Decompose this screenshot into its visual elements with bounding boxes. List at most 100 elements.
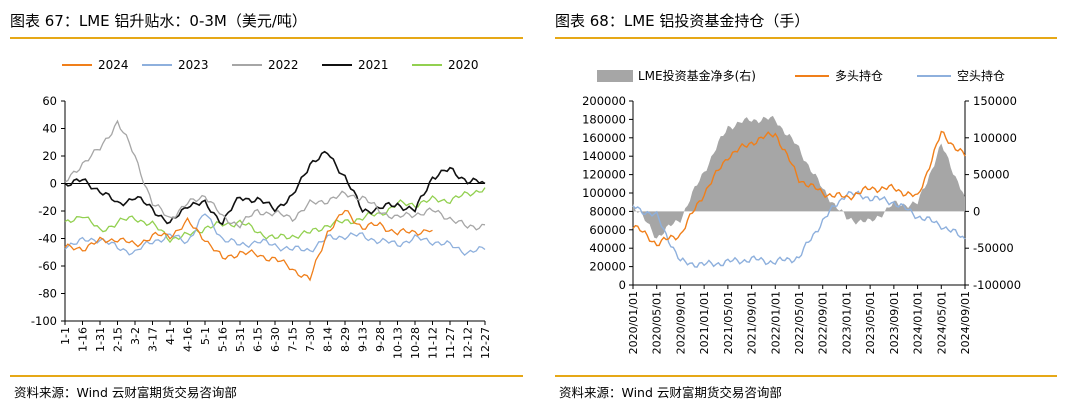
legend-label-2023: 2023 [178,58,209,72]
x-tick-label: 1-1 [59,327,72,345]
legend-label-2021: 2021 [358,58,389,72]
x-tick-label: 7-30 [304,327,317,352]
y-tick-label: -20 [38,204,57,218]
left-y-tick-label: 140000 [582,149,626,163]
left-series-group [64,119,486,282]
series-line-short [632,190,966,268]
x-tick-label: 11-27 [444,327,457,359]
series-line-2021 [64,150,486,226]
legend-label-short: 空头持仓 [957,68,1005,83]
x-tick-label: 5-1 [199,327,212,345]
left-chart-title: 图表 67：LME 铝升贴水：0-3M（美元/吨） [10,12,307,30]
x-tick-label: 2020/01/01 [627,291,640,354]
right-y-tick-label: 0 [973,204,980,218]
y-tick-label: 20 [42,149,57,163]
aluminum-spread-chart: 2024 2023 2022 2021 2020 60 40 20 0 -20 -40 -60 -80… [31,58,492,359]
x-tick-label: 2022/01/01 [769,291,782,354]
x-tick-label: 10-28 [409,327,422,359]
x-tick-label: 1-31 [94,327,107,352]
legend-label-long: 多头持仓 [835,68,883,83]
x-tick-label: 2020/09/01 [674,291,687,354]
left-y-tick-label: 200000 [582,94,626,108]
right-panel: 图表 68：LME 铝投资基金持仓（手） LME投资基金净多(右) 多头持仓 空头持… [545,0,1067,412]
y-tick-label: -100 [31,314,57,328]
x-tick-label: 3-17 [147,327,160,352]
legend-label-2020: 2020 [448,58,479,72]
x-tick-label: 11-12 [427,327,440,359]
y-tick-label: -80 [38,287,57,301]
left-title-rule [10,37,523,39]
right-source: 资料来源：Wind 云财富期货交易咨询部 [559,385,782,400]
left-y-tick-label: 160000 [582,131,626,145]
y-tick-label: 40 [42,122,57,136]
right-y-tick-label: -100000 [973,278,1021,292]
series-line-2023 [64,213,486,256]
right-axes: 2000001800001600001400001200001000008000… [582,94,1021,354]
right-series-group [632,115,966,268]
left-y-tick-label: 100000 [582,186,626,200]
left-source: 资料来源：Wind 云财富期货交易咨询部 [14,385,237,400]
right-source-rule [555,375,1057,377]
left-y-tick-label: 0 [619,278,626,292]
x-tick-label: 2024/01/01 [912,291,925,354]
x-tick-label: 9-13 [357,327,370,352]
x-tick-label: 2020/05/01 [651,291,664,354]
x-tick-label: 2023/09/01 [888,291,901,354]
legend-label-net: LME投资基金净多(右) [638,68,756,83]
net-long-area [633,115,965,239]
x-tick-label: 2021/09/01 [746,291,759,354]
x-tick-label: 9-28 [374,327,387,352]
right-legend: LME投资基金净多(右) 多头持仓 空头持仓 [597,68,1005,83]
left-y-tick-label: 40000 [589,241,626,255]
y-tick-label: 60 [42,94,57,108]
right-chart-title: 图表 68：LME 铝投资基金持仓（手） [555,12,810,30]
x-tick-label: 12-12 [462,327,475,359]
y-tick-label: -40 [38,232,57,246]
right-title-rule [555,37,1057,39]
x-tick-label: 7-15 [287,327,300,352]
x-tick-label: 4-1 [164,327,177,345]
left-y-tick-label: 20000 [589,260,626,274]
x-tick-label: 2022/09/01 [817,291,830,354]
right-y-tick-label: 150000 [973,94,1017,108]
legend-label-2024: 2024 [98,58,129,72]
x-tick-label: 2023/01/01 [840,291,853,354]
left-y-tick-label: 120000 [582,168,626,182]
x-tick-label: 2-15 [112,327,125,352]
x-tick-label: 2021/01/01 [698,291,711,354]
x-tick-label: 1-16 [77,327,90,352]
legend-swatch-net [597,70,633,82]
right-y-tick-label: 50000 [973,168,1010,182]
series-line-2022 [64,119,486,231]
left-panel: 图表 67：LME 铝升贴水：0-3M（美元/吨） 2024 2023 2022 20… [0,0,533,412]
legend-label-2022: 2022 [268,58,299,72]
x-tick-label: 2021/05/01 [722,291,735,354]
series-line-2020 [64,187,486,244]
series-line-2024 [64,209,433,282]
x-tick-label: 2023/05/01 [864,291,877,354]
right-y-tick-label: 100000 [973,131,1017,145]
x-tick-label: 8-14 [322,327,335,352]
x-tick-label: 5-16 [217,327,230,352]
x-tick-label: 4-16 [182,327,195,352]
x-tick-label: 2024/09/01 [959,291,972,354]
y-tick-label: -60 [38,259,57,273]
x-tick-label: 10-13 [392,327,405,359]
x-tick-label: 6-30 [269,327,282,352]
x-tick-label: 5-31 [234,327,247,352]
x-tick-label: 2024/05/01 [935,291,948,354]
x-tick-label: 6-15 [252,327,265,352]
left-y-tick-label: 60000 [589,223,626,237]
x-tick-label: 2022/05/01 [793,291,806,354]
fund-positions-chart: LME投资基金净多(右) 多头持仓 空头持仓 2000001800001600001… [582,68,1021,354]
x-tick-label: 8-29 [339,327,352,352]
y-tick-label: 0 [50,177,57,191]
right-y-tick-label: -50000 [973,241,1014,255]
series-line-long [632,130,966,247]
left-y-tick-label: 80000 [589,204,626,218]
left-source-rule [10,375,523,377]
x-tick-label: 3-2 [129,327,142,345]
left-legend: 2024 2023 2022 2021 2020 [62,58,479,72]
x-tick-label: 12-27 [479,327,492,359]
